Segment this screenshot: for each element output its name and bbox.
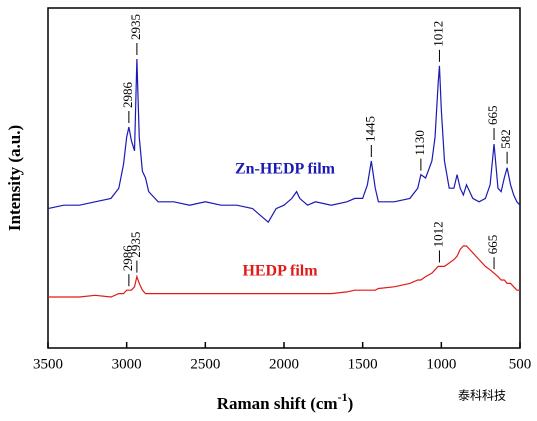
x-tick-label: 1000 [426, 356, 456, 372]
spectrum-line [47, 58, 521, 224]
plot-frame [47, 7, 521, 349]
x-tick-label: 3500 [33, 356, 63, 372]
watermark: 泰科科技 [458, 389, 506, 403]
x-axis-title: Raman shift (cm-1) [217, 390, 354, 413]
x-tick-label: 1500 [348, 356, 378, 372]
peak-label: 1130 [412, 130, 427, 156]
peak-label: 665 [485, 106, 500, 126]
peak-label: 665 [485, 235, 500, 255]
peak-label: 582 [498, 129, 513, 149]
peak-label: 2986 [120, 245, 135, 272]
peak-label: 2935 [128, 14, 143, 40]
peak-label: 2986 [120, 82, 135, 109]
x-tick-label: 3000 [112, 356, 142, 372]
x-tick-label: 2000 [269, 356, 299, 372]
x-axis-title-sup: -1 [338, 390, 348, 404]
series-label: Zn-HEDP film [235, 161, 336, 178]
x-axis-title-end: ) [348, 394, 354, 413]
series-label: HEDP film [242, 263, 318, 280]
peak-label: 1445 [362, 116, 377, 142]
x-tick-label: 2500 [190, 356, 220, 372]
peak-label: 1012 [430, 21, 445, 47]
x-axis-title-main: Raman shift (cm [217, 394, 338, 413]
peak-label: 2935 [128, 232, 143, 258]
peak-label: 1012 [430, 221, 445, 247]
spectrum-line [48, 245, 520, 298]
x-tick-label: 500 [509, 356, 532, 372]
y-axis-title: Intensity (a.u.) [5, 125, 24, 231]
